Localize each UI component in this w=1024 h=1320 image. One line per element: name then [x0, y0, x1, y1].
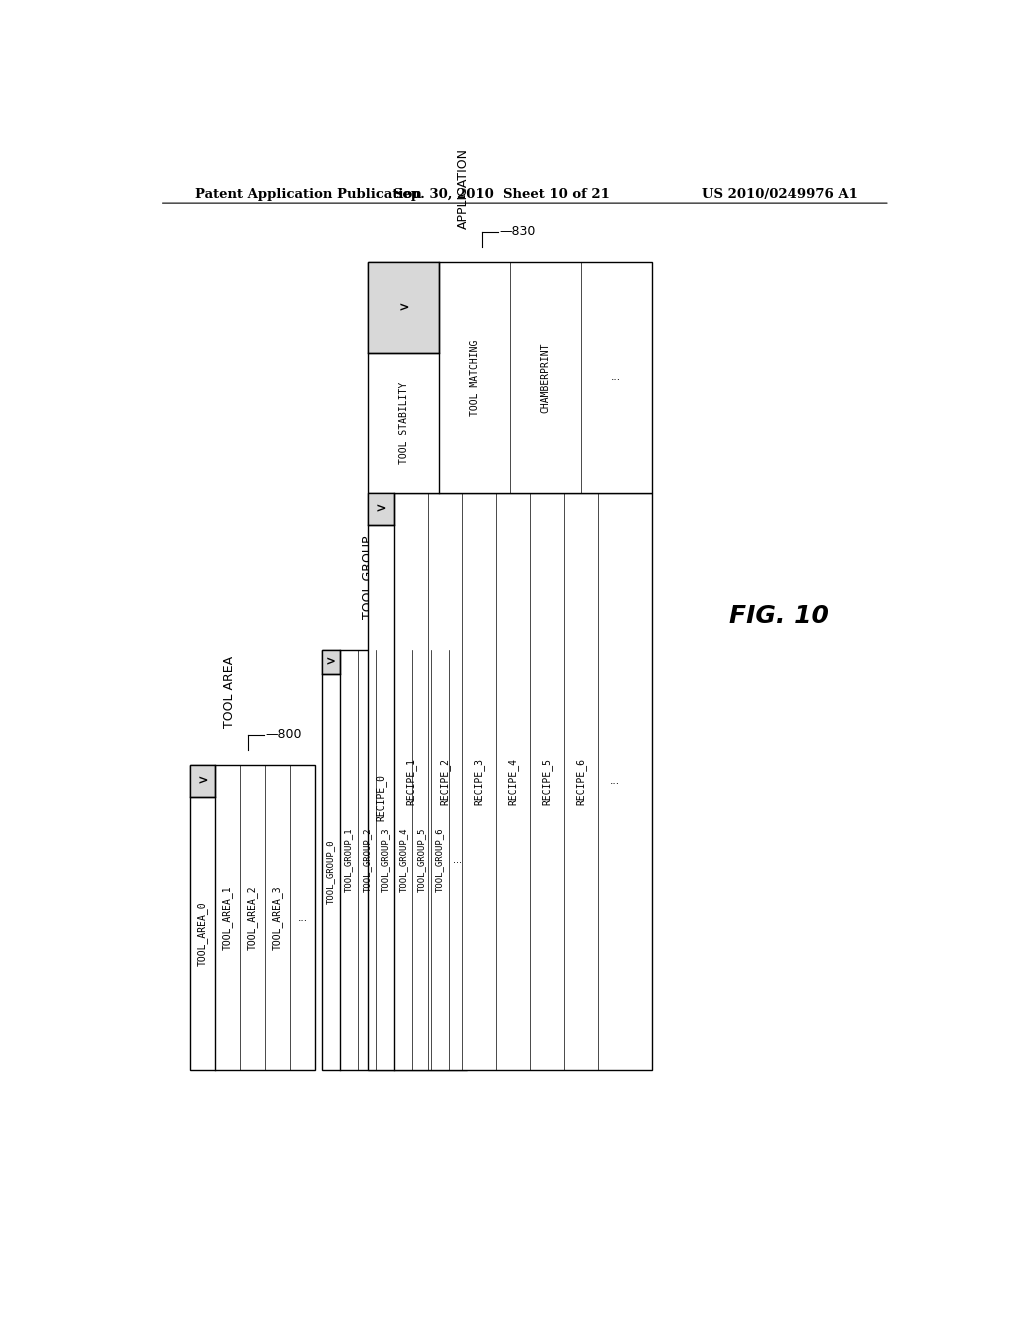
- Text: >: >: [198, 775, 208, 788]
- Text: CHAMBERPRINT: CHAMBERPRINT: [541, 342, 551, 413]
- Text: TOOL_GROUP_0: TOOL_GROUP_0: [327, 840, 335, 904]
- Text: —810: —810: [404, 614, 440, 627]
- Text: ...: ...: [454, 855, 462, 865]
- Text: RECIPE: RECIPE: [457, 397, 470, 442]
- Text: TOOL_GROUP_3: TOOL_GROUP_3: [381, 828, 390, 892]
- Text: >: >: [376, 503, 386, 516]
- Text: —820: —820: [500, 455, 536, 469]
- Text: Sep. 30, 2010  Sheet 10 of 21: Sep. 30, 2010 Sheet 10 of 21: [392, 189, 609, 202]
- Text: RECIPE_3: RECIPE_3: [473, 758, 484, 805]
- Text: >: >: [326, 656, 336, 668]
- Text: TOOL_AREA_2: TOOL_AREA_2: [247, 886, 258, 950]
- Text: RECIPE_0: RECIPE_0: [376, 775, 387, 821]
- Text: TOOL GROUP: TOOL GROUP: [362, 536, 375, 619]
- Bar: [322, 651, 340, 673]
- Bar: [189, 766, 315, 1071]
- Text: TOOL_GROUP_5: TOOL_GROUP_5: [417, 828, 426, 892]
- Text: APPLICATION: APPLICATION: [457, 148, 470, 230]
- Text: TOOL_GROUP_2: TOOL_GROUP_2: [362, 828, 372, 892]
- Text: ...: ...: [610, 776, 620, 787]
- Text: TOOL_AREA_0: TOOL_AREA_0: [197, 902, 208, 966]
- Text: TOOL_GROUP_1: TOOL_GROUP_1: [344, 828, 353, 892]
- Text: TOOL_AREA_1: TOOL_AREA_1: [222, 886, 233, 950]
- Text: ...: ...: [298, 912, 308, 923]
- Text: RECIPE_2: RECIPE_2: [439, 758, 451, 805]
- Text: TOOL_GROUP_6: TOOL_GROUP_6: [435, 828, 444, 892]
- Text: RECIPE_4: RECIPE_4: [508, 758, 518, 805]
- Text: TOOL AREA: TOOL AREA: [223, 656, 237, 729]
- Text: >: >: [398, 301, 410, 314]
- Text: TOOL MATCHING: TOOL MATCHING: [470, 339, 479, 416]
- Bar: [369, 492, 394, 525]
- Text: RECIPE_1: RECIPE_1: [406, 758, 417, 805]
- Text: ...: ...: [611, 372, 622, 383]
- Text: TOOL_AREA_3: TOOL_AREA_3: [272, 886, 283, 950]
- Bar: [369, 492, 651, 1071]
- Bar: [322, 651, 467, 1071]
- Text: US 2010/0249976 A1: US 2010/0249976 A1: [702, 189, 858, 202]
- Text: RECIPE_5: RECIPE_5: [542, 758, 552, 805]
- Bar: [369, 263, 651, 492]
- Text: TOOL STABILITY: TOOL STABILITY: [399, 381, 409, 463]
- Bar: [189, 766, 215, 797]
- Text: —830: —830: [500, 226, 536, 238]
- Text: —800: —800: [265, 729, 302, 742]
- Text: RECIPE_6: RECIPE_6: [575, 758, 587, 805]
- Text: FIG. 10: FIG. 10: [729, 603, 828, 628]
- Text: TOOL_GROUP_4: TOOL_GROUP_4: [398, 828, 408, 892]
- Bar: [369, 263, 439, 352]
- Text: Patent Application Publication: Patent Application Publication: [196, 189, 422, 202]
